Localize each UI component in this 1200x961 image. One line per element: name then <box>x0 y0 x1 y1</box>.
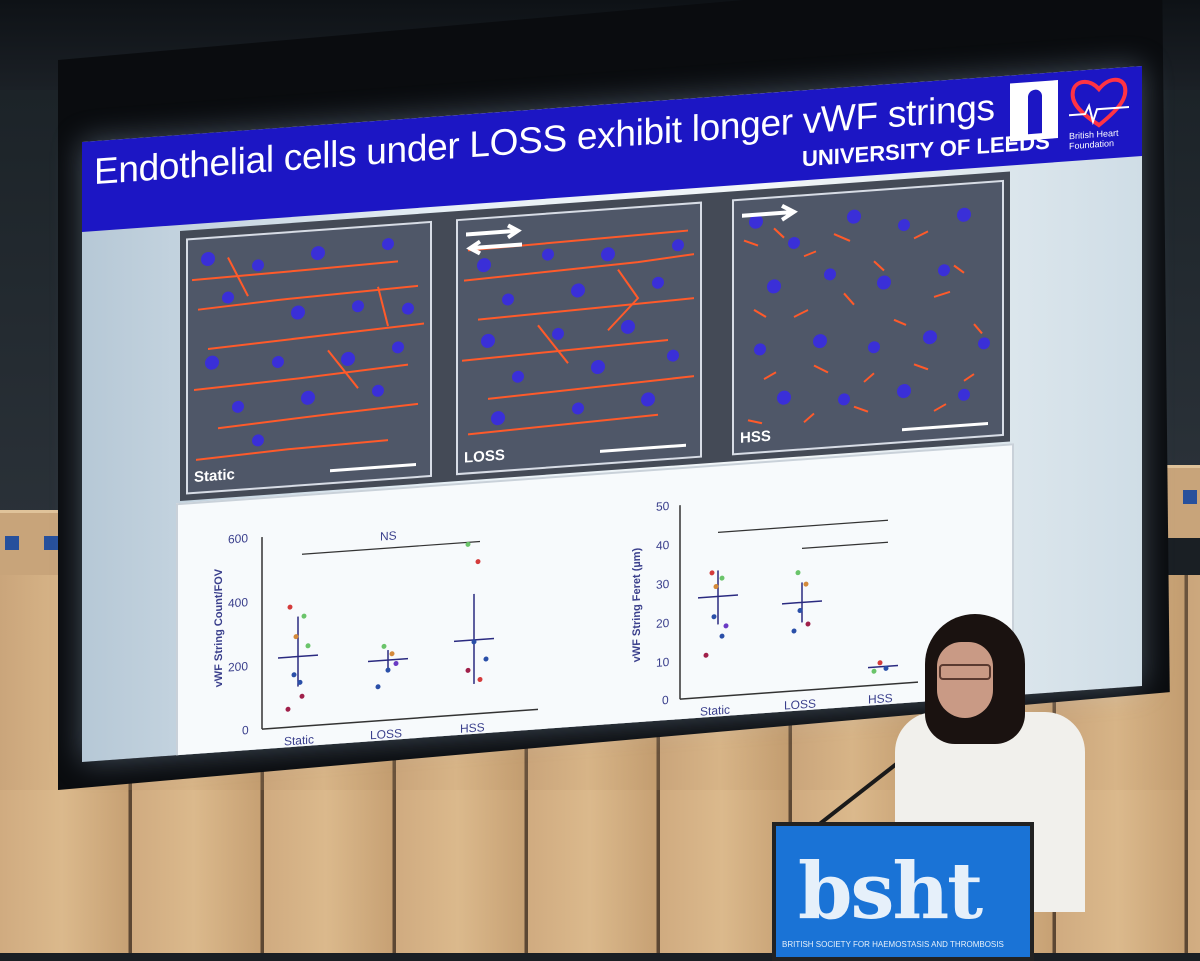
y-tick: 10 <box>656 655 670 670</box>
graph-string-feret: vWF String Feret (µm) 50 40 30 20 10 0 S… <box>588 446 1008 726</box>
y-axis-label: vWF String Feret (µm) <box>631 547 643 663</box>
speaker-face <box>937 642 993 718</box>
micrograph-label: LOSS <box>464 446 505 467</box>
podium: bsht BRITISH SOCIETY FOR HAEMOSTASIS AND… <box>772 822 1034 961</box>
y-tick: 30 <box>656 577 670 592</box>
x-tick: LOSS <box>370 726 402 742</box>
wall-blue-tile <box>5 536 19 550</box>
micrograph-image <box>191 238 425 461</box>
y-tick: 600 <box>228 531 248 546</box>
x-tick: Static <box>284 732 314 748</box>
x-tick: LOSS <box>784 696 816 712</box>
heart-logo-icon <box>1069 77 1129 128</box>
scatter-plot-count: vWF String Count/FOV 600 400 200 0 Stati… <box>213 528 538 749</box>
x-tick: HSS <box>868 691 893 707</box>
x-tick: HSS <box>460 720 485 736</box>
y-tick: 40 <box>656 538 670 553</box>
micrograph-loss: LOSS <box>456 201 702 476</box>
y-tick: 20 <box>656 616 670 631</box>
y-axis-label: vWF String Count/FOV <box>213 568 225 688</box>
speaker <box>895 612 1095 953</box>
wall-blue-tile <box>1183 490 1197 504</box>
y-tick: 50 <box>656 499 670 514</box>
graph-string-count: vWF String Count/FOV 600 400 200 0 Stati… <box>178 476 578 755</box>
podium-logo: bsht <box>798 846 983 937</box>
micrograph-panel: Static <box>180 171 1010 501</box>
projected-slide: Endothelial cells under LOSS exhibit lon… <box>82 66 1142 763</box>
tower-icon <box>1028 89 1042 135</box>
y-tick: 200 <box>228 659 248 674</box>
slide-title-bar: Endothelial cells under LOSS exhibit lon… <box>82 66 1142 233</box>
micrograph-image <box>743 207 990 425</box>
bidirectional-flow-arrow-icon <box>466 223 522 256</box>
scatter-plot-feret: vWF String Feret (µm) 50 40 30 20 10 0 S… <box>631 499 918 719</box>
micrograph-static: Static <box>186 220 432 495</box>
y-tick: 0 <box>242 723 249 737</box>
micrograph-label: Static <box>194 466 235 486</box>
micrograph-label: HSS <box>740 427 771 447</box>
significance-label: NS <box>380 528 397 543</box>
wall-blue-tile <box>44 536 58 550</box>
sponsor-name: British Heart Foundation <box>1069 127 1119 152</box>
podium-subtitle: BRITISH SOCIETY FOR HAEMOSTASIS AND THRO… <box>782 940 1004 949</box>
flow-direction-arrow-icon <box>742 204 798 222</box>
y-tick: 0 <box>662 693 669 707</box>
y-tick: 400 <box>228 595 248 610</box>
micrograph-image <box>461 229 695 436</box>
university-logo <box>1010 80 1058 142</box>
x-tick: Static <box>700 703 730 719</box>
micrograph-hss: HSS <box>732 179 1004 456</box>
graphs-panel: vWF String Count/FOV 600 400 200 0 Stati… <box>176 443 1014 758</box>
glasses-icon <box>939 664 991 680</box>
